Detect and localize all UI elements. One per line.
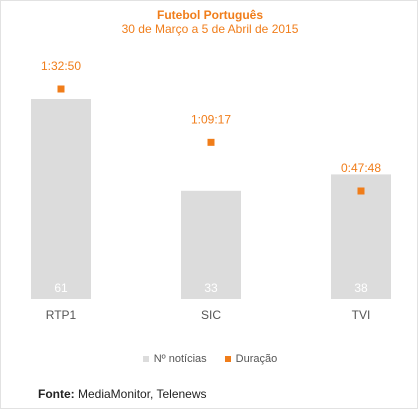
legend-swatch-marker	[224, 356, 231, 362]
duration-marker-sic	[207, 138, 215, 146]
bar-tvi	[331, 174, 391, 299]
bar-label-sic: 33	[204, 281, 218, 295]
bar-rtp1	[31, 99, 91, 299]
source-note: Fonte: MediaMonitor, Telenews	[38, 387, 207, 401]
legend-label-duration: Duração	[235, 353, 278, 365]
legend-swatch-bar	[142, 356, 149, 362]
legend-label-news-count: Nº notícias	[153, 353, 207, 365]
bar-label-tvi: 38	[354, 281, 368, 295]
source-text: MediaMonitor, Telenews	[78, 387, 207, 401]
duration-label-tvi: 0:47:48	[341, 161, 381, 175]
duration-label-sic: 1:09:17	[191, 112, 231, 126]
chart-title: Futebol Português	[157, 8, 263, 22]
category-label-tvi: TVI	[352, 308, 371, 322]
category-label-sic: SIC	[201, 308, 221, 322]
legend-item-news-count: Nº notícias	[142, 353, 207, 365]
duration-label-rtp1: 1:32:50	[41, 59, 81, 73]
category-label-rtp1: RTP1	[46, 308, 77, 322]
bar-sic	[181, 190, 241, 299]
source-label: Fonte:	[38, 387, 75, 401]
legend-item-duration: Duração	[224, 353, 278, 365]
chart-subtitle: 30 de Março a 5 de Abril de 2015	[121, 22, 299, 36]
chart-legend: Nº notícias Duração	[1, 353, 418, 365]
duration-marker-tvi	[357, 187, 365, 195]
chart-plot: 61 RTP1 1:32:50 33 SIC 1:09:17 38 TVI 0:47:48	[31, 59, 391, 322]
bar-label-rtp1: 61	[54, 281, 68, 295]
duration-marker-rtp1	[57, 85, 65, 93]
